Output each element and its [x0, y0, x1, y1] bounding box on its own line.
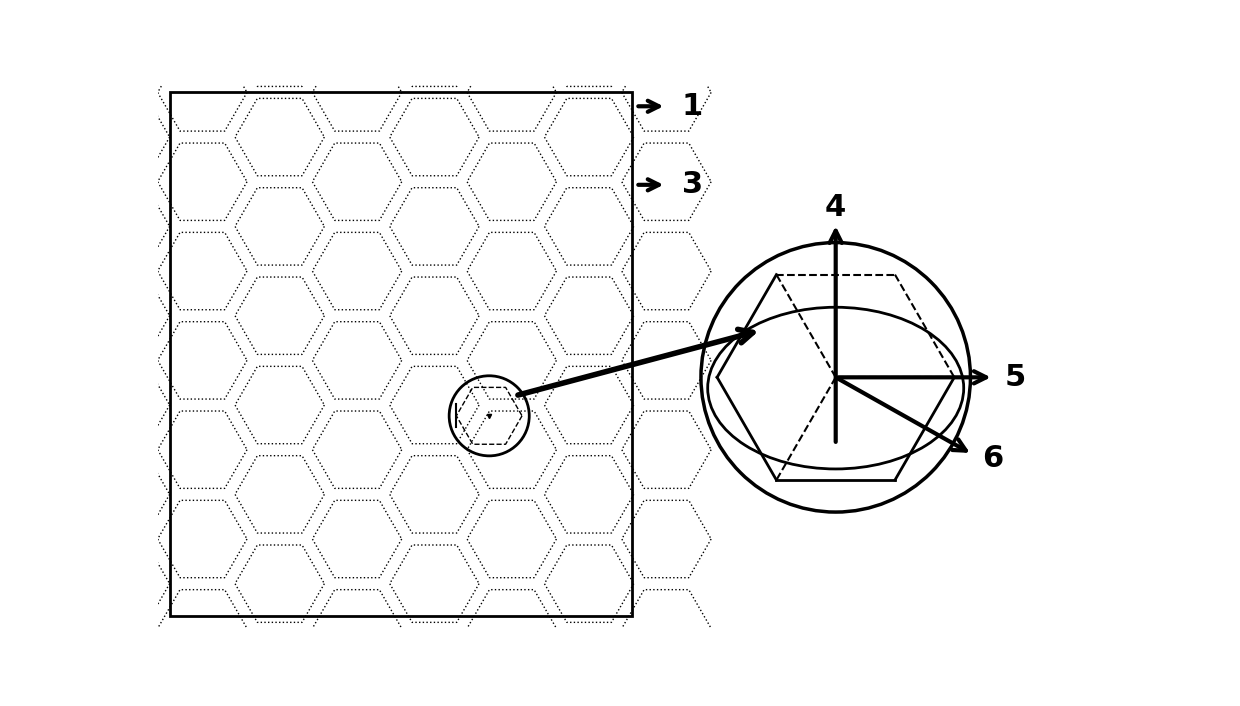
Text: 5: 5: [1006, 363, 1027, 392]
Text: 1: 1: [682, 92, 703, 121]
Text: 6: 6: [982, 443, 1003, 473]
Text: 4: 4: [825, 193, 847, 222]
Bar: [170, 92, 631, 616]
Text: 3: 3: [682, 170, 703, 199]
